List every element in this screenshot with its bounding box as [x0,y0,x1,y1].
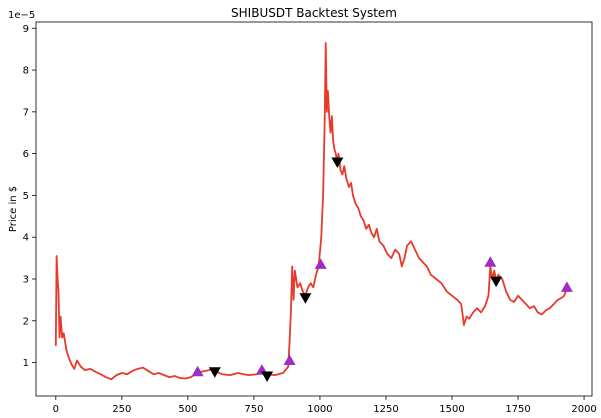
y-offset-label: 1e−5 [8,10,35,21]
buy-signal-marker-5 [560,281,573,292]
plot-area [54,41,573,382]
buy-signal-marker-2 [283,354,296,365]
chart-title: SHIBUSDT Backtest System [231,6,397,20]
x-tick-label-0: 0 [53,404,59,415]
sell-signal-marker-2 [299,293,312,304]
sell-signal-marker-4 [490,276,503,288]
y-tick-label-3: 4 [23,233,29,244]
price-line-0 [54,41,568,381]
x-tick-label-6: 1500 [439,404,464,415]
y-axis-label: Price in $ [8,186,19,232]
y-tick-label-0: 1 [23,358,29,369]
sell-signal-marker-0 [208,367,221,378]
y-tick-label-8: 9 [23,24,29,35]
sell-signal-marker-1 [261,371,274,382]
y-tick-label-5: 6 [23,149,29,160]
x-tick-label-8: 2000 [571,404,596,415]
y-tick-label-1: 2 [23,316,29,327]
x-tick-label-2: 500 [178,404,197,415]
plot-frame [35,21,593,397]
x-tick-label-4: 1000 [307,404,332,415]
sell-signal-marker-3 [331,157,344,168]
y-tick-label-7: 8 [23,66,29,77]
y-tick-label-2: 3 [23,274,29,285]
x-axis: 0 250 500 750 1000 1250 1500 1750 2000 [53,396,597,415]
y-axis: 1 2 3 4 5 6 7 8 9 [23,24,36,369]
x-tick-label-3: 750 [244,404,263,415]
y-tick-label-4: 5 [23,191,29,202]
buy-signal-marker-4 [484,256,497,267]
x-tick-label-7: 1750 [505,404,530,415]
x-tick-label-5: 1250 [373,404,398,415]
x-tick-label-1: 250 [112,404,131,415]
buy-signal-marker-0 [191,365,204,377]
buy-signal-marker-3 [314,258,327,269]
y-tick-label-6: 7 [23,107,29,118]
